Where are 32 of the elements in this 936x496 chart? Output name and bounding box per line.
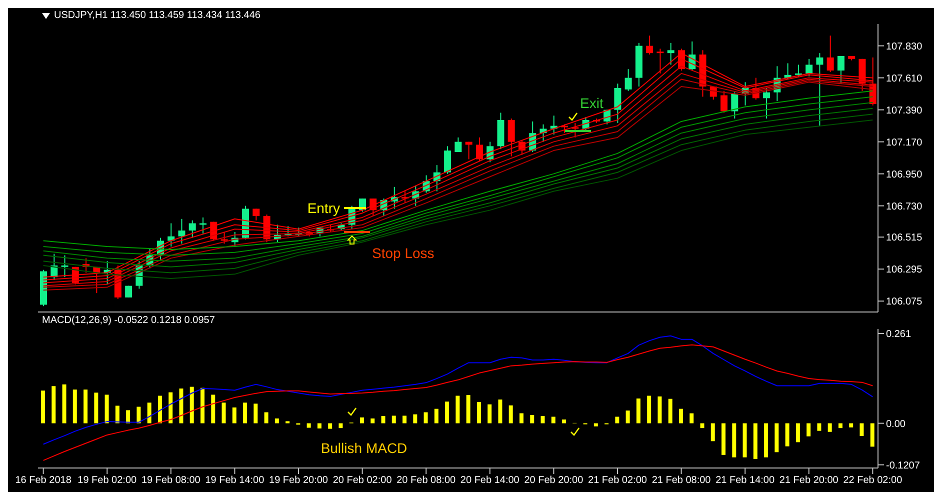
x-tick-label: 21 Feb 14:00: [716, 475, 775, 486]
x-tick-label: 21 Feb 02:00: [588, 475, 648, 486]
chart-title: USDJPY,H1 113.450 113.459 113.434 113.446: [54, 10, 260, 21]
annotation: Stop Loss: [372, 245, 434, 261]
x-tick-label: 21 Feb 20:00: [779, 475, 839, 486]
y-tick-label: 106.730: [886, 201, 923, 212]
chart-title: MACD(12,26,9) -0.0522 0.1218 0.0957: [42, 315, 215, 326]
y-tick-label: 0.261: [886, 329, 912, 340]
x-tick-label: 20 Feb 08:00: [396, 475, 456, 486]
y-tick-label: 107.390: [886, 105, 923, 116]
y-tick-label: 106.515: [886, 232, 923, 244]
x-tick-label: 19 Feb 20:00: [269, 475, 328, 486]
y-tick-label: 106.075: [886, 296, 923, 308]
y-tick-label: -0.1207: [886, 460, 920, 472]
x-tick-label: 16 Feb 2018: [15, 475, 72, 486]
x-tick-label: 19 Feb 08:00: [141, 475, 201, 486]
x-tick-label: 20 Feb 14:00: [460, 475, 520, 486]
x-tick-label: 19 Feb 14:00: [205, 475, 265, 486]
y-tick-label: 106.295: [886, 264, 923, 276]
annotation: Entry: [307, 200, 340, 216]
y-tick-label: 0.00: [886, 418, 906, 430]
x-tick-label: 19 Feb 02:00: [78, 475, 138, 486]
x-tick-label: 20 Feb 20:00: [524, 475, 584, 486]
x-tick-label: 21 Feb 08:00: [652, 475, 712, 486]
x-tick-label: 22 Feb 02:00: [843, 475, 903, 486]
y-tick-label: 107.610: [886, 73, 923, 84]
y-tick-label: 107.170: [886, 137, 923, 148]
annotation: Bullish MACD: [320, 440, 408, 456]
y-tick-label: 107.830: [886, 41, 923, 52]
y-tick-label: 106.950: [886, 169, 923, 180]
x-tick-label: 20 Feb 02:00: [332, 475, 392, 486]
annotation: Exit: [580, 95, 604, 111]
